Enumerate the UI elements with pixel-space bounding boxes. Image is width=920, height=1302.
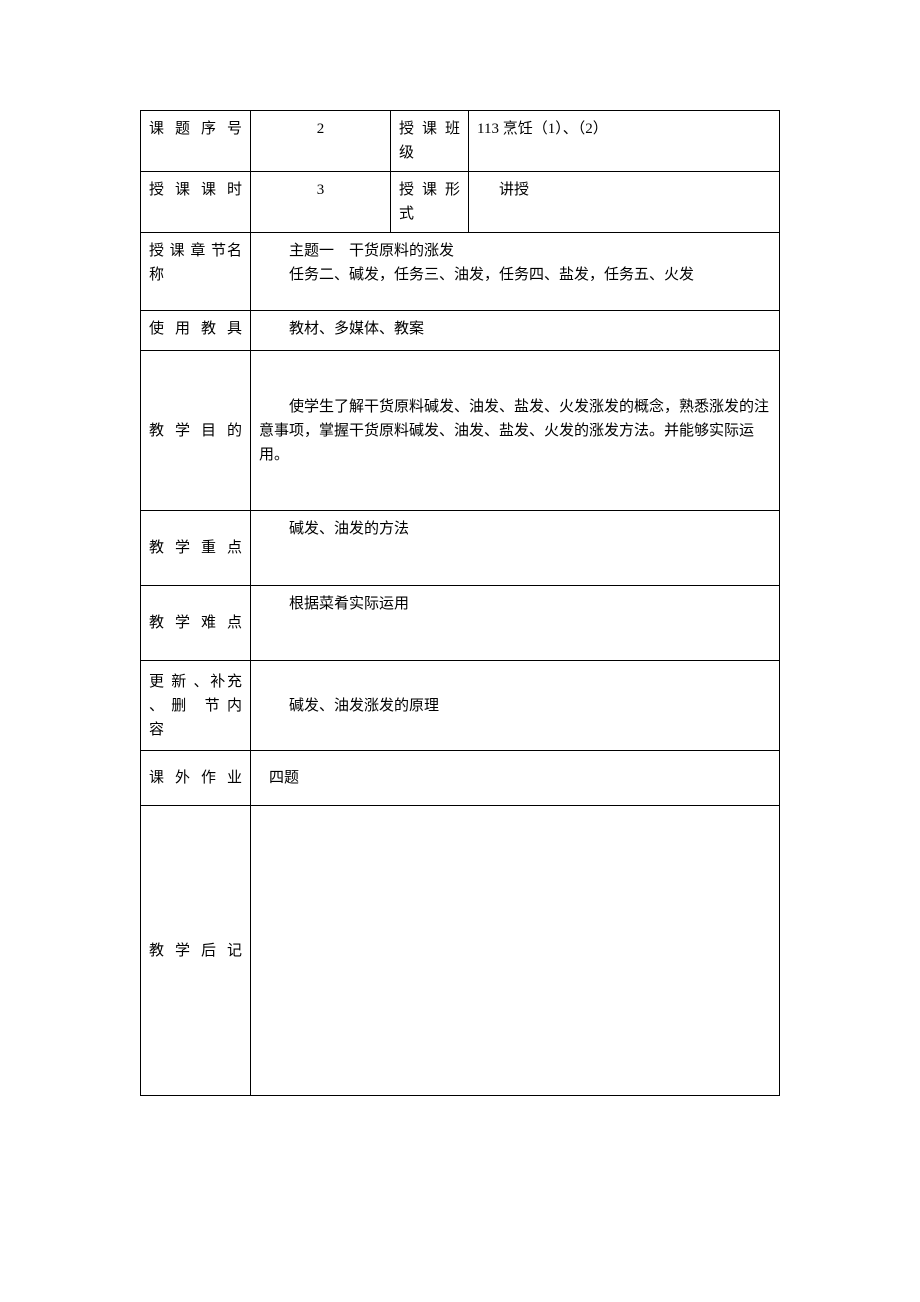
tools-label: 使 用 教 具 — [141, 311, 251, 351]
focus-label: 教 学 重 点 — [141, 511, 251, 586]
class-label: 授 课 班级 — [391, 111, 469, 172]
notes-label: 教 学 后 记 — [141, 806, 251, 1096]
notes-value — [251, 806, 780, 1096]
table-row: 教 学 重 点 碱发、油发的方法 — [141, 511, 780, 586]
hours-label: 授 课 课 时 — [141, 172, 251, 233]
table-row: 教 学 目 的 使学生了解干货原料碱发、油发、盐发、火发涨发的概念，熟悉涨发的注… — [141, 351, 780, 511]
lesson-plan-table: 课 题 序 号 2 授 课 班级 113 烹饪（1）、（2） 授 课 课 时 3… — [140, 110, 780, 1096]
table-row: 更 新 、补充 、删 节内 容 碱发、油发涨发的原理 — [141, 661, 780, 751]
chapter-label: 授 课 章 节名 称 — [141, 233, 251, 311]
homework-label: 课 外 作 业 — [141, 751, 251, 806]
table-row: 授 课 课 时 3 授 课 形式 讲授 — [141, 172, 780, 233]
class-value: 113 烹饪（1）、（2） — [469, 111, 780, 172]
update-label: 更 新 、补充 、删 节内 容 — [141, 661, 251, 751]
purpose-value: 使学生了解干货原料碱发、油发、盐发、火发涨发的概念，熟悉涨发的注意事项，掌握干货… — [251, 351, 780, 511]
chapter-line1: 主题一 干货原料的涨发 — [259, 239, 771, 263]
table-row: 使 用 教 具 教材、多媒体、教案 — [141, 311, 780, 351]
topic-number-label: 课 题 序 号 — [141, 111, 251, 172]
topic-number-value: 2 — [251, 111, 391, 172]
format-label: 授 课 形式 — [391, 172, 469, 233]
table-row: 教 学 后 记 — [141, 806, 780, 1096]
format-value: 讲授 — [469, 172, 780, 233]
purpose-label: 教 学 目 的 — [141, 351, 251, 511]
table-row: 授 课 章 节名 称 主题一 干货原料的涨发 任务二、碱发，任务三、油发，任务四… — [141, 233, 780, 311]
table-row: 课 题 序 号 2 授 课 班级 113 烹饪（1）、（2） — [141, 111, 780, 172]
table-row: 教 学 难 点 根据菜肴实际运用 — [141, 586, 780, 661]
chapter-line2: 任务二、碱发，任务三、油发，任务四、盐发，任务五、火发 — [259, 263, 771, 287]
homework-value: 四题 — [251, 751, 780, 806]
hours-value: 3 — [251, 172, 391, 233]
difficulty-value: 根据菜肴实际运用 — [251, 586, 780, 661]
tools-value: 教材、多媒体、教案 — [251, 311, 780, 351]
focus-value: 碱发、油发的方法 — [251, 511, 780, 586]
chapter-value: 主题一 干货原料的涨发 任务二、碱发，任务三、油发，任务四、盐发，任务五、火发 — [251, 233, 780, 311]
difficulty-label: 教 学 难 点 — [141, 586, 251, 661]
table-row: 课 外 作 业 四题 — [141, 751, 780, 806]
update-value: 碱发、油发涨发的原理 — [251, 661, 780, 751]
